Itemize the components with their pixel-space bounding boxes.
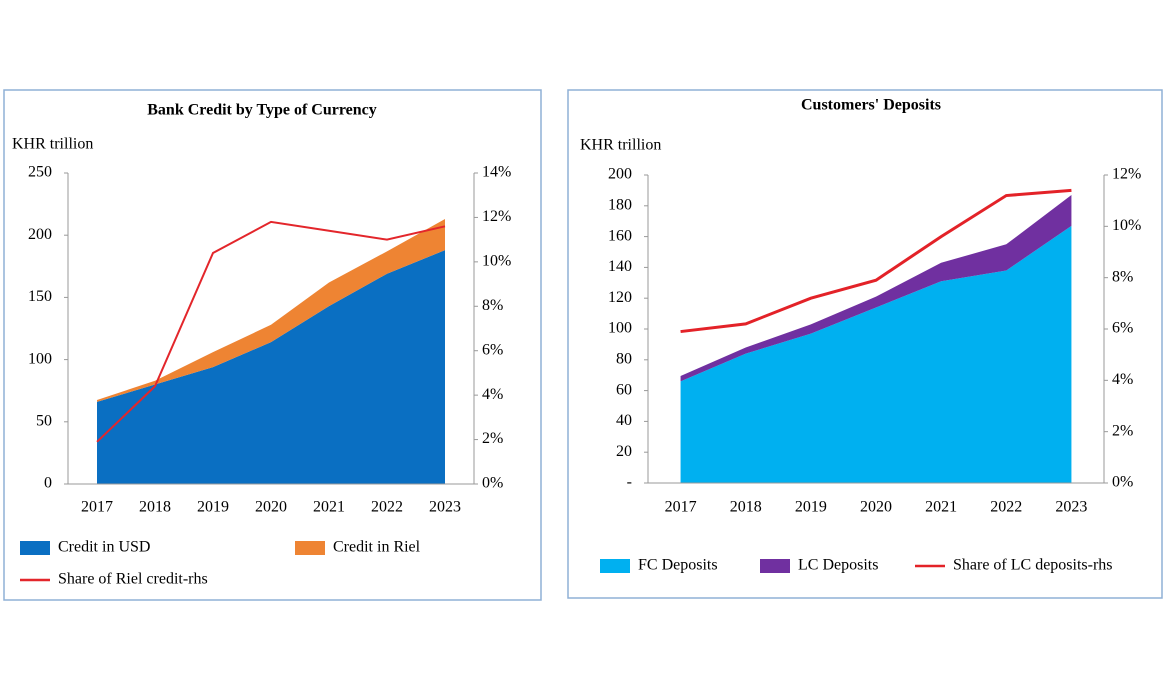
y-axis-label: KHR trillion <box>580 137 661 154</box>
y2-tick-label: 2% <box>1112 422 1133 439</box>
x-tick-label: 2022 <box>990 499 1022 516</box>
y-axis-label: KHR trillion <box>12 136 93 153</box>
y-tick-label: 120 <box>608 289 632 306</box>
line <box>96 220 446 443</box>
x-tick-label: 2017 <box>81 499 113 516</box>
x-tick-label: 2019 <box>197 499 229 516</box>
y2-tick-label: 8% <box>1112 268 1133 285</box>
y-tick-label: 80 <box>616 350 632 367</box>
y2-tick-label: 12% <box>482 208 511 225</box>
y-tick-label: 60 <box>616 381 632 398</box>
y2-tick-label: 10% <box>1112 217 1141 234</box>
x-tick-label: 2023 <box>429 499 461 516</box>
x-tick-label: 2022 <box>371 499 403 516</box>
legend-swatch <box>600 559 630 573</box>
x-tick-label: 2020 <box>860 499 892 516</box>
legend-label: LC Deposits <box>798 557 878 574</box>
y2-tick-label: 4% <box>1112 371 1133 388</box>
y2-tick-label: 4% <box>482 386 503 403</box>
chart-title: Customers' Deposits <box>801 97 941 114</box>
x-tick-label: 2017 <box>665 499 697 516</box>
y2-tick-label: 6% <box>482 341 503 358</box>
x-tick-label: 2021 <box>925 499 957 516</box>
y2-tick-label: 0% <box>482 475 503 492</box>
y-tick-label: 150 <box>28 288 52 305</box>
legend-swatch <box>295 541 325 555</box>
y2-tick-label: 12% <box>1112 166 1141 183</box>
y2-tick-label: 14% <box>482 164 511 181</box>
area <box>680 225 1072 483</box>
y-tick-label: 50 <box>36 412 52 429</box>
x-tick-label: 2020 <box>255 499 287 516</box>
y2-tick-label: 6% <box>1112 320 1133 337</box>
y-tick-label: 100 <box>28 350 52 367</box>
x-tick-label: 2021 <box>313 499 345 516</box>
y-tick-label: 0 <box>44 475 52 492</box>
y2-tick-label: 8% <box>482 297 503 314</box>
y-tick-label: 100 <box>608 320 632 337</box>
area <box>680 195 1072 382</box>
y-tick-label: 160 <box>608 227 632 244</box>
y-tick-label: 20 <box>616 443 632 460</box>
chart-frame <box>3 89 542 601</box>
x-tick-label: 2023 <box>1055 499 1087 516</box>
x-tick-label: 2018 <box>139 499 171 516</box>
y-tick-label: 200 <box>608 166 632 183</box>
chart-title: Bank Credit by Type of Currency <box>147 102 377 119</box>
y-tick-label: 200 <box>28 226 52 243</box>
line <box>680 188 1072 334</box>
y-tick-label: 180 <box>608 196 632 213</box>
x-tick-label: 2018 <box>730 499 762 516</box>
y-tick-label: - <box>627 474 632 491</box>
legend-swatch <box>760 559 790 573</box>
y-tick-label: 140 <box>608 258 632 275</box>
area <box>97 250 445 484</box>
y2-tick-label: 10% <box>482 253 511 270</box>
y2-tick-label: 0% <box>1112 474 1133 491</box>
chart-frame <box>567 89 1163 599</box>
y-tick-label: 250 <box>28 164 52 181</box>
y-tick-label: 40 <box>616 412 632 429</box>
legend-label: Share of Riel credit-rhs <box>58 571 208 588</box>
y2-tick-label: 2% <box>482 430 503 447</box>
legend-label: FC Deposits <box>638 557 718 574</box>
legend-label: Share of LC deposits-rhs <box>953 557 1113 574</box>
legend-label: Credit in USD <box>58 539 150 556</box>
x-tick-label: 2019 <box>795 499 827 516</box>
legend-swatch <box>20 541 50 555</box>
legend-label: Credit in Riel <box>333 539 421 556</box>
